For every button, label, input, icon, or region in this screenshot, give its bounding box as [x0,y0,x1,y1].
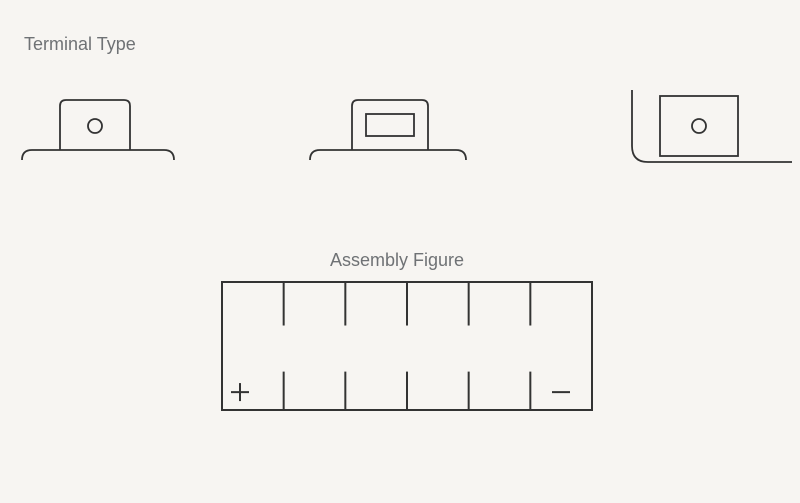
terminal-b-post [352,100,428,150]
terminal-b-slot [366,114,414,136]
terminal-b-base [310,150,466,160]
assembly-figure-heading: Assembly Figure [330,250,464,271]
terminal-a-base [22,150,174,160]
terminal-c-hole [692,119,706,133]
terminal-a-hole [88,119,102,133]
terminal-a-post [60,100,130,150]
terminal-c-post [660,96,738,156]
terminal-c-base [632,90,792,162]
terminal-type-heading: Terminal Type [24,34,136,55]
